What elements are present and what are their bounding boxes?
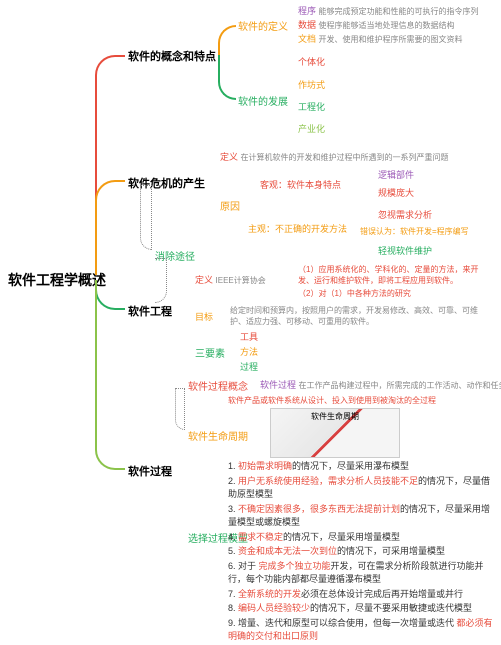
val: 在计算机软件的开发和维护过程中所遇到的一系列严重问题	[241, 153, 449, 162]
b2-g0-i0: 逻辑部件	[378, 168, 414, 181]
b2-s2: 原因	[220, 198, 240, 213]
model-selection-list: 1. 初始需求明确的情况下，尽量采用瀑布模型2. 用户无系统使用经验，需求分析人…	[228, 460, 498, 645]
b1-s1-i2: 文档 开发、使用和维护程序所需要的图文资料	[298, 32, 463, 45]
b1-s2: 软件的发展	[238, 93, 288, 108]
val: 在工作产品构建过程中，所需完成的工作活动、动作和任务的集合	[299, 381, 501, 390]
b4-s1-i0: 软件过程 在工作产品构建过程中，所需完成的工作活动、动作和任务的集合	[260, 378, 501, 391]
b4-s1-i1: 软件产品或软件系统从设计、投入到使用到被淘汰的全过程	[228, 395, 436, 406]
b1-s1-i1: 数据 使程序能够适当地处理信息的数据结构	[298, 18, 455, 31]
val: 开发、使用和维护程序所需要的图文资料	[319, 35, 463, 44]
b2-g0: 客观：软件本身特点	[260, 178, 341, 191]
b1-s1: 软件的定义	[238, 18, 288, 33]
curve-b2	[95, 180, 125, 275]
b3-s3-i2: 过程	[240, 360, 258, 373]
b1-s2-i3: 产业化	[298, 122, 325, 135]
lifecycle-image: 软件生命周期	[270, 408, 400, 458]
root-node: 软件工程学概述	[8, 270, 106, 290]
b3-s3-i1: 方法	[240, 345, 258, 358]
b3-s2: 目标	[195, 310, 213, 323]
key: 定义	[195, 275, 213, 285]
key: 软件过程	[260, 380, 296, 390]
b3-s2-d: 给定时间和预算内，按照用户的需求，开发易修改、高效、可靠、可维护、适应力强、可移…	[230, 305, 490, 327]
dotted-3	[175, 388, 185, 430]
model-list-item: 4. 需求不稳定的情况下，尽量采用增量模型	[228, 531, 498, 545]
branch-4: 软件过程	[128, 463, 172, 479]
b1-s2-i0: 个体化	[298, 55, 325, 68]
dotted-2	[155, 258, 167, 303]
b2-g1-i2: 轻视软件维护	[378, 244, 432, 257]
val: 能够完成预定功能和性能的可执行的指令序列	[319, 7, 479, 16]
b3-s1-l1: （2）对（1）中各种方法的研究	[298, 288, 411, 299]
b3-s3-i0: 工具	[240, 330, 258, 343]
b3-s1: 定义 IEEE计算协会	[195, 273, 266, 286]
val: 使程序能够适当地处理信息的数据结构	[319, 21, 455, 30]
key: 目标	[195, 312, 213, 322]
dotted-1	[140, 185, 152, 250]
model-list-item: 3. 不确定因素很多，很多东西无法提前计划的情况下，尽量采用增量模型或螺旋模型	[228, 503, 498, 530]
b1-s2-i1: 作坊式	[298, 78, 325, 91]
b4-s1: 软件过程概念	[188, 378, 248, 393]
model-list-item: 6. 对于 完成多个独立功能开发，可在需求分析阶段就进行功能并行，每个功能内部都…	[228, 560, 498, 587]
model-list-item: 7. 全新系统的开发必须在总体设计完成后再开始增量或并行	[228, 588, 498, 602]
branch-1: 软件的概念和特点	[128, 48, 216, 64]
tag: IEEE计算协会	[216, 276, 266, 285]
b1-s2-i2: 工程化	[298, 100, 325, 113]
model-list-item: 5. 资金和成本无法一次到位的情况下，可采用增量模型	[228, 545, 498, 559]
branch-3: 软件工程	[128, 303, 172, 319]
key: 定义	[220, 152, 238, 162]
b2-g1-i0: 忽视需求分析	[378, 208, 432, 221]
b3-s1-l0: （1）应用系统化的、学科化的、定量的方法，来开发、运行和维护软件，即将工程应用到…	[298, 264, 493, 286]
model-list-item: 2. 用户无系统使用经验，需求分析人员技能不足的情况下，尽量借助原型模型	[228, 475, 498, 502]
b2-s1: 定义 在计算机软件的开发和维护过程中所遇到的一系列严重问题	[220, 150, 449, 163]
key: 程序	[298, 6, 316, 16]
b1-c1	[218, 25, 236, 55]
key: 数据	[298, 20, 316, 30]
b2-g1: 主观：不正确的开发方法	[248, 222, 347, 235]
b2-g1-i1: 错误认为：软件开发=程序编写	[360, 226, 469, 237]
b2-g0-i1: 规模庞大	[378, 186, 414, 199]
model-list-item: 8. 编码人员经验较少的情况下，尽量不要采用敏捷或迭代模型	[228, 602, 498, 616]
model-list-item: 9. 增量、迭代和原型可以综合使用，但每一次增量或迭代 都必须有明确的交付和出口…	[228, 617, 498, 644]
b4-s2: 软件生命周期	[188, 428, 248, 443]
b1-c2	[218, 55, 236, 100]
b3-s3: 三要素	[195, 345, 225, 360]
curve-b4	[95, 280, 125, 470]
model-list-item: 1. 初始需求明确的情况下，尽量采用瀑布模型	[228, 460, 498, 474]
key: 文档	[298, 34, 316, 44]
b1-s1-i0: 程序 能够完成预定功能和性能的可执行的指令序列	[298, 4, 479, 17]
